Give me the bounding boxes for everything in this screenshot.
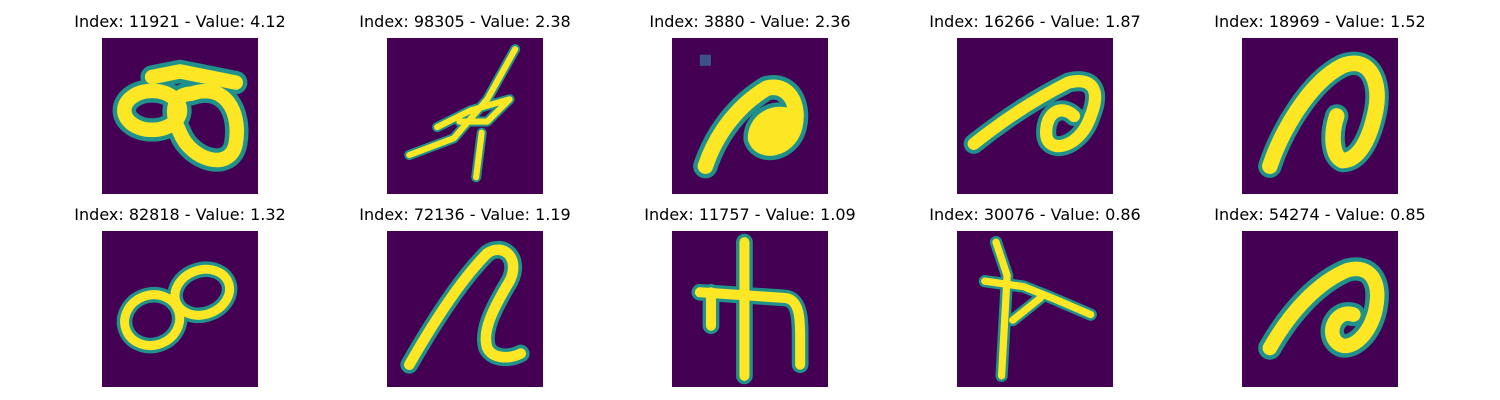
panel-title: Index: 3880 - Value: 2.36	[649, 12, 851, 31]
digit-image	[957, 38, 1113, 194]
panel-title: Index: 82818 - Value: 1.32	[74, 205, 286, 224]
digit-image	[387, 231, 543, 387]
panel-title: Index: 54274 - Value: 0.85	[1214, 205, 1426, 224]
digit-image	[387, 38, 543, 194]
panel-title: Index: 11757 - Value: 1.09	[644, 205, 856, 224]
panel-title: Index: 11921 - Value: 4.12	[74, 12, 286, 31]
digit-image	[957, 231, 1113, 387]
digit-image	[1242, 231, 1398, 387]
panel-title: Index: 18969 - Value: 1.52	[1214, 12, 1426, 31]
panel-title: Index: 72136 - Value: 1.19	[359, 205, 571, 224]
panel-title: Index: 16266 - Value: 1.87	[929, 12, 1141, 31]
digit-image	[102, 38, 258, 194]
panel-title: Index: 98305 - Value: 2.38	[359, 12, 571, 31]
digit-image	[1242, 38, 1398, 194]
digit-image	[102, 231, 258, 387]
digit-image	[672, 231, 828, 387]
digit-image	[672, 38, 828, 194]
panel-title: Index: 30076 - Value: 0.86	[929, 205, 1141, 224]
